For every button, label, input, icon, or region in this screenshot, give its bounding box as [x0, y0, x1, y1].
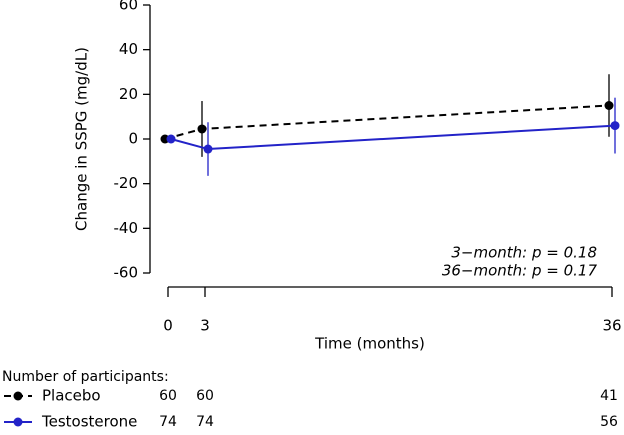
x-tick-label: 36 [602, 317, 621, 335]
annotation: 3−month: p = 0.18 [451, 244, 597, 262]
x-tick-label: 0 [163, 317, 173, 335]
series-line [170, 124, 616, 151]
y-axis-label: Change in SSPG (mg/dL) [73, 47, 91, 231]
y-tick-label: -20 [114, 174, 139, 192]
participant-count: 74 [159, 414, 177, 430]
y-tick-label: 20 [119, 85, 138, 103]
y-tick-label: 40 [119, 40, 138, 58]
y-tick-label: -40 [114, 219, 139, 237]
point [197, 124, 207, 134]
participant-count: 56 [600, 414, 618, 430]
participant-count: 60 [159, 388, 177, 404]
participants-title: Number of participants: [2, 369, 169, 385]
point [203, 144, 213, 154]
legend-marker [13, 417, 23, 427]
point [610, 121, 620, 131]
x-axis-label: Time (months) [314, 335, 425, 353]
series-line [164, 104, 610, 140]
participant-count: 41 [600, 388, 618, 404]
legend-marker [13, 391, 23, 401]
x-tick-label: 3 [200, 317, 210, 335]
y-tick-label: 60 [119, 0, 138, 14]
legend-label: Placebo [42, 387, 101, 405]
legend-label: Testosterone [41, 413, 137, 431]
annotation: 36−month: p = 0.17 [442, 262, 598, 280]
participant-count: 74 [196, 414, 214, 430]
participant-count: 60 [196, 388, 214, 404]
point [604, 101, 614, 110]
point [166, 134, 176, 144]
y-tick-label: -60 [114, 264, 139, 282]
y-tick-label: 0 [128, 130, 138, 148]
